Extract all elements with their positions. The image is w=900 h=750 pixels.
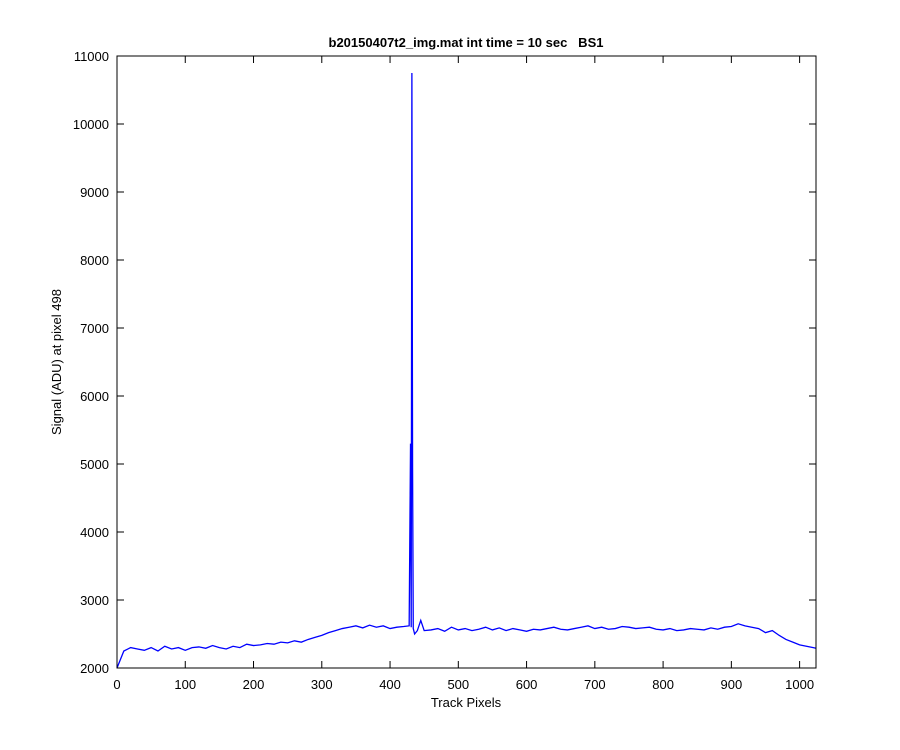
y-tick-label: 5000: [80, 457, 109, 472]
x-tick-label: 400: [379, 677, 401, 692]
y-axis: 2000 3000 4000 5000 6000 7000 8000 9000 10000 110…: [73, 49, 816, 676]
x-tick-label: 300: [311, 677, 333, 692]
x-tick-label: 600: [516, 677, 538, 692]
y-tick-label: 3000: [80, 593, 109, 608]
y-tick-label: 8000: [80, 253, 109, 268]
x-axis-label: Track Pixels: [431, 695, 502, 710]
y-tick-label: 10000: [73, 117, 109, 132]
x-tick-label: 800: [652, 677, 674, 692]
x-tick-label: 700: [584, 677, 606, 692]
y-tick-label: 2000: [80, 661, 109, 676]
y-tick-label: 7000: [80, 321, 109, 336]
x-tick-label: 0: [113, 677, 120, 692]
y-axis-label: Signal (ADU) at pixel 498: [49, 289, 64, 435]
plot-data-layer: [116, 72, 817, 669]
plot-area-frame: [116, 55, 817, 669]
x-tick-label: 200: [243, 677, 265, 692]
x-axis: 0 100 200 300 400 500 600 700 800 900 1000: [113, 56, 814, 692]
y-tick-label: 4000: [80, 525, 109, 540]
y-tick-label: 9000: [80, 185, 109, 200]
x-tick-label: 900: [721, 677, 743, 692]
x-tick-label: 500: [447, 677, 469, 692]
x-tick-label: 100: [174, 677, 196, 692]
y-tick-label: 6000: [80, 389, 109, 404]
signal-series-line: [116, 72, 817, 669]
chart-title: b20150407t2_img.mat int time = 10 sec BS…: [329, 35, 604, 50]
x-tick-label: 1000: [785, 677, 814, 692]
y-tick-label: 11000: [74, 49, 109, 64]
